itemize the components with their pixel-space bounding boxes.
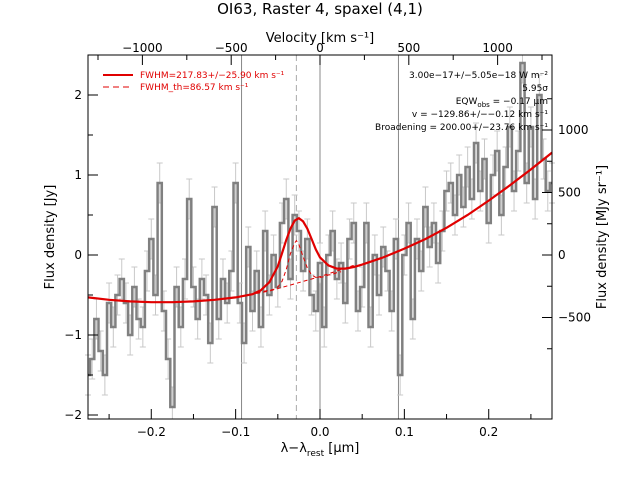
x-axis-label-main: λ−λ bbox=[281, 441, 308, 456]
right-tick-label: 1000 bbox=[558, 123, 589, 137]
y-tick-label: −2 bbox=[64, 408, 82, 422]
right-tick-label: 500 bbox=[558, 186, 581, 200]
x-tick-label: 0.2 bbox=[479, 425, 498, 439]
annotation-eqw-value: = −0.17 μm bbox=[490, 97, 548, 107]
top-tick-label: −1000 bbox=[122, 41, 163, 55]
top-tick-label: 0 bbox=[316, 41, 324, 55]
annotation-eqw-sub: obs bbox=[477, 101, 490, 109]
x-axis-label: λ−λrest [μm] bbox=[281, 441, 360, 459]
x-tick-label: −0.1 bbox=[221, 425, 250, 439]
y-tick-label: 0 bbox=[74, 248, 82, 262]
x-axis-label-sub: rest bbox=[307, 449, 325, 459]
x-tick-label: 0.0 bbox=[310, 425, 329, 439]
continuum-line bbox=[235, 264, 354, 298]
axis-ticks: −0.2 −0.1 0.0 0.1 0.2 −1000 −500 0 500 1000 −2 −1 0 1… bbox=[64, 41, 591, 439]
y-tick-label: 2 bbox=[74, 88, 82, 102]
plot-area bbox=[85, 54, 555, 420]
top-tick-label: −500 bbox=[215, 41, 248, 55]
fit-annotations: 3.00e−17+/−5.05e−18 W m⁻² 5.95σ EQWobs =… bbox=[375, 71, 548, 133]
x-axis-label-unit: [μm] bbox=[324, 441, 359, 456]
x-tick-label: −0.2 bbox=[137, 425, 166, 439]
legend: FWHM=217.83+/−25.90 km s⁻¹ FWHM_th=86.57… bbox=[103, 71, 285, 93]
annotation-broadening: Broadening = 200.00+/−23.76 km s⁻¹ bbox=[375, 123, 548, 133]
right-y-axis-label: Flux density [MJy sr⁻¹] bbox=[595, 165, 610, 309]
observed-spectrum bbox=[88, 61, 552, 409]
y-axis-label: Flux density [Jy] bbox=[43, 185, 58, 290]
top-tick-label: 1000 bbox=[482, 41, 513, 55]
annotation-velocity: v = −129.86+/−−0.12 km s⁻¹ bbox=[412, 110, 548, 120]
y-tick-label: −1 bbox=[64, 328, 82, 342]
y-tick-label: 1 bbox=[74, 168, 82, 182]
annotation-significance: 5.95σ bbox=[522, 84, 548, 94]
right-tick-label: −500 bbox=[558, 311, 591, 325]
top-x-axis-label: Velocity [km s⁻¹] bbox=[266, 31, 374, 46]
annotation-eqw-label: EQW bbox=[456, 97, 478, 107]
chart-title: OI63, Raster 4, spaxel (4,1) bbox=[217, 0, 423, 18]
annotation-eqw: EQWobs = −0.17 μm bbox=[456, 97, 548, 109]
right-tick-label: 0 bbox=[558, 248, 566, 262]
annotation-line-flux: 3.00e−17+/−5.05e−18 W m⁻² bbox=[409, 71, 548, 81]
legend-label-component: FWHM_th=86.57 km s⁻¹ bbox=[140, 83, 249, 93]
fit-component-line bbox=[256, 239, 342, 294]
gaussian-fit-line bbox=[87, 151, 553, 304]
top-tick-label: 500 bbox=[397, 41, 420, 55]
x-tick-label: 0.1 bbox=[395, 425, 414, 439]
legend-label-fit: FWHM=217.83+/−25.90 km s⁻¹ bbox=[140, 71, 285, 81]
